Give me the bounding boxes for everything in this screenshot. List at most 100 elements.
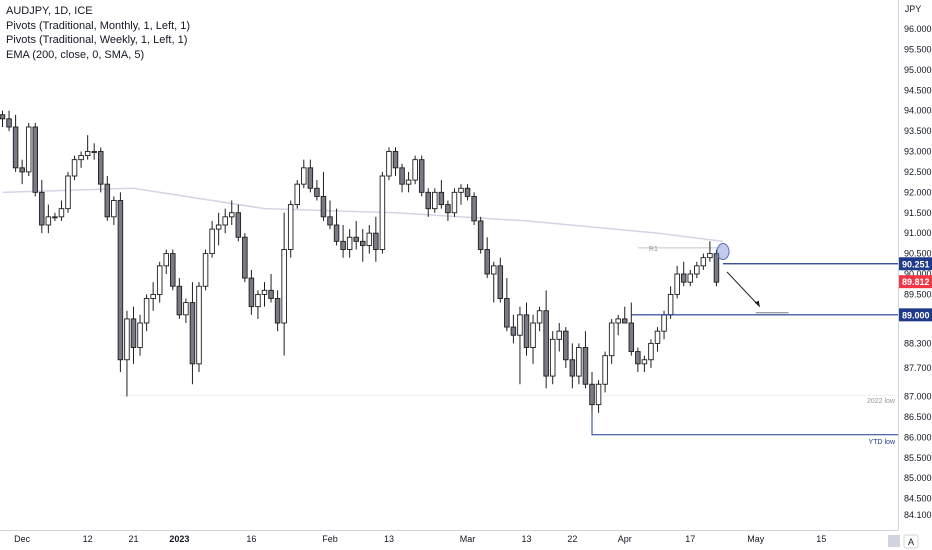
candle-body[interactable] [648,342,654,361]
candle-body[interactable] [235,212,242,238]
candle-body[interactable] [307,167,314,189]
candle-body[interactable] [202,253,209,287]
candle-body[interactable] [517,314,523,336]
candle-body[interactable] [301,167,307,185]
chart-title[interactable]: AUDJPY, 1D, ICE [6,5,93,17]
candle-body[interactable] [111,200,117,218]
candle-body[interactable] [340,240,346,250]
candle-body[interactable] [405,179,412,185]
candle-body[interactable] [117,200,124,361]
candle-body[interactable] [654,330,661,344]
candle-body[interactable] [124,318,130,361]
candle-body[interactable] [222,216,228,226]
candle-body[interactable] [399,167,405,185]
candle-body[interactable] [707,253,713,259]
legend-item-ema[interactable]: EMA (200, close, 0, SMA, 5) [6,48,145,61]
candle-body[interactable] [32,126,39,193]
auto-scale-icon[interactable]: A [908,537,914,547]
candle-body[interactable] [445,204,451,214]
candle-body[interactable] [39,191,45,226]
candle-body[interactable] [373,232,379,250]
candle-body[interactable] [215,224,222,230]
candle-body[interactable] [635,351,641,365]
candle-body[interactable] [713,253,720,283]
candle-body[interactable] [196,285,202,365]
candle-body[interactable] [615,318,621,324]
candle-body[interactable] [84,151,91,157]
candle-body[interactable] [412,159,418,181]
candle-body[interactable] [104,183,111,218]
candle-body[interactable] [628,322,635,353]
candle-body[interactable] [314,187,320,197]
candle-body[interactable] [497,265,504,299]
candle-body[interactable] [327,216,333,226]
candle-body[interactable] [569,359,576,377]
candle-body[interactable] [97,151,104,185]
candle-body[interactable] [228,212,235,218]
candle-body[interactable] [183,302,189,316]
candle-body[interactable] [556,330,563,340]
legend-item-weekly-pivots[interactable]: Pivots (Traditional, Weekly, 1, Left, 1) [6,34,188,46]
candle-body[interactable] [595,383,602,406]
candle-body[interactable] [189,302,196,365]
candle-body[interactable] [608,322,615,357]
candle-body[interactable] [392,151,399,169]
candle-body[interactable] [622,318,628,324]
candle-body[interactable] [248,277,255,308]
candle-body[interactable] [137,322,143,348]
candle-body[interactable] [530,322,536,348]
candle-body[interactable] [674,273,680,295]
candle-body[interactable] [0,114,6,120]
candle-body[interactable] [458,187,464,193]
candle-body[interactable] [45,216,52,226]
candle-body[interactable] [451,191,458,214]
candle-body[interactable] [661,314,667,332]
candle-body[interactable] [523,314,530,348]
candle-body[interactable] [242,236,248,279]
candle-body[interactable] [694,265,700,275]
candle-body[interactable] [700,257,707,267]
candle-body[interactable] [150,293,156,299]
candle-body[interactable] [346,236,353,250]
candle-body[interactable] [484,249,490,275]
candle-body[interactable] [536,310,543,324]
candle-body[interactable] [65,175,71,210]
auto-scale-button[interactable] [903,534,919,549]
candle-body[interactable] [274,298,281,324]
candle-body[interactable] [602,355,608,385]
candle-body[interactable] [294,183,301,206]
candle-body[interactable] [156,265,163,295]
candle-body[interactable] [432,191,438,210]
price-axis-panel[interactable] [898,0,932,550]
candle-body[interactable] [366,232,373,246]
candle-body[interactable] [91,151,97,153]
candle-body[interactable] [58,208,65,218]
candle-body[interactable] [52,216,58,219]
candle-body[interactable] [143,298,150,324]
candle-body[interactable] [589,383,595,406]
candle-body[interactable] [576,347,582,377]
candle-body[interactable] [471,195,477,222]
candle-body[interactable] [261,289,268,295]
candle-body[interactable] [425,191,432,210]
candle-body[interactable] [667,293,674,316]
candle-body[interactable] [130,318,137,348]
chart-settings-icon[interactable] [888,535,900,547]
candle-body[interactable] [176,285,183,316]
candle-body[interactable] [464,187,471,197]
candle-body[interactable] [281,249,287,324]
candle-body[interactable] [6,118,12,128]
candle-body[interactable] [25,126,32,173]
candle-body[interactable] [287,204,294,250]
candle-body[interactable] [582,347,589,385]
candle-body[interactable] [163,253,169,267]
candle-body[interactable] [543,310,549,377]
legend-item-monthly-pivots[interactable]: Pivots (Traditional, Monthly, 1, Left, 1… [6,19,191,32]
candle-body[interactable] [71,159,78,177]
candle-body[interactable] [320,195,327,218]
candle-body[interactable] [170,253,176,287]
candle-body[interactable] [78,155,84,161]
candle-body[interactable] [353,236,359,242]
candle-body[interactable] [360,240,366,246]
